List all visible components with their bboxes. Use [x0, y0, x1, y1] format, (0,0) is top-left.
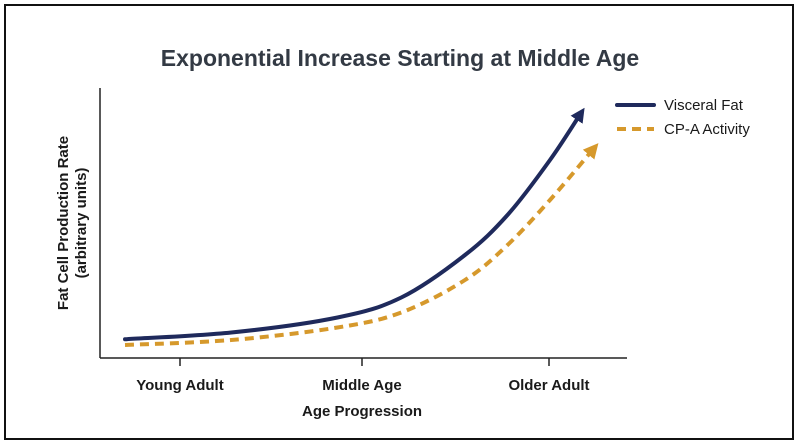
legend: Visceral Fat CP-A Activity: [615, 97, 750, 138]
x-axis-title: Age Progression: [302, 403, 422, 420]
chart-title: Exponential Increase Starting at Middle …: [161, 45, 639, 71]
y-axis-title-line1: Fat Cell Production Rate: [55, 136, 72, 310]
series-line-cp-a-activity: [124, 143, 599, 347]
legend-label-cp-a-activity: CP-A Activity: [664, 121, 750, 138]
series-lines: [123, 107, 599, 347]
series-line-visceral-fat: [123, 107, 585, 342]
y-axis-title-line2: (arbitrary units): [73, 168, 90, 279]
x-tick-labels: Young Adult Middle Age Older Adult: [136, 377, 589, 394]
chart-frame: [4, 4, 794, 440]
x-tick-label: Young Adult: [136, 377, 223, 394]
legend-label-visceral-fat: Visceral Fat: [664, 97, 744, 114]
x-tick-label: Middle Age: [322, 377, 401, 394]
x-ticks: [179, 358, 550, 366]
x-tick-label: Older Adult: [508, 377, 589, 394]
